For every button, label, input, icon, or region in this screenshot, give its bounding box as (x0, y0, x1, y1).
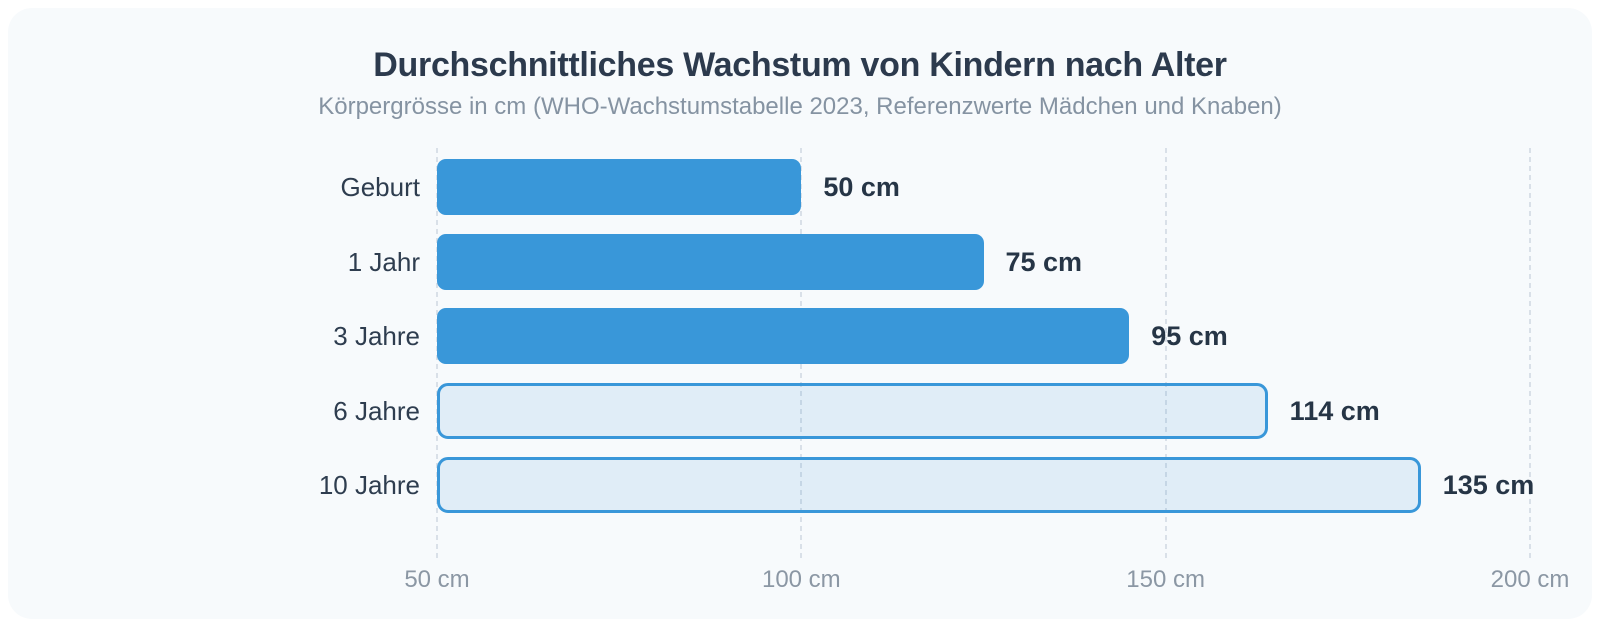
x-tick-label-200: 200 cm (1490, 566, 1570, 593)
value-label-4: 114 cm (1289, 395, 1380, 426)
chart-card: Durchschnittliches Wachstum von Kindern … (8, 8, 1592, 619)
category-label-5: 10 Jahre (318, 470, 420, 500)
x-gridline-150 (1164, 148, 1167, 560)
category-label-2: 1 Jahr (347, 246, 420, 277)
bar-1 (437, 159, 802, 215)
category-label-4: 6 Jahre (333, 395, 420, 426)
category-label-1: Geburt (340, 172, 421, 202)
bar-2 (437, 233, 984, 290)
bar-chart-plot-area: 50 cm 100 cm 150 cm 200 cm Geburt 50 cm 1 Jahr… (8, 8, 1592, 619)
value-label-1: 50 cm (823, 172, 900, 202)
x-tick-label-50: 50 cm (404, 566, 470, 593)
chart-subtitle: Körpergrösse in cm (WHO-Wachstumstabelle… (318, 93, 1282, 120)
value-label-2: 75 cm (1005, 246, 1083, 277)
x-gridline-200 (1529, 148, 1531, 560)
bar-5 (437, 457, 1421, 513)
x-tick-label-100: 100 cm (761, 566, 841, 593)
x-tick-label-150: 150 cm (1126, 566, 1205, 593)
value-label-5: 135 cm (1442, 470, 1535, 500)
value-label-3: 95 cm (1151, 321, 1228, 351)
bar-3 (437, 308, 1130, 364)
category-label-3: 3 Jahre (333, 321, 420, 351)
chart-title: Durchschnittliches Wachstum von Kindern … (373, 46, 1227, 84)
bar-4 (437, 382, 1268, 439)
